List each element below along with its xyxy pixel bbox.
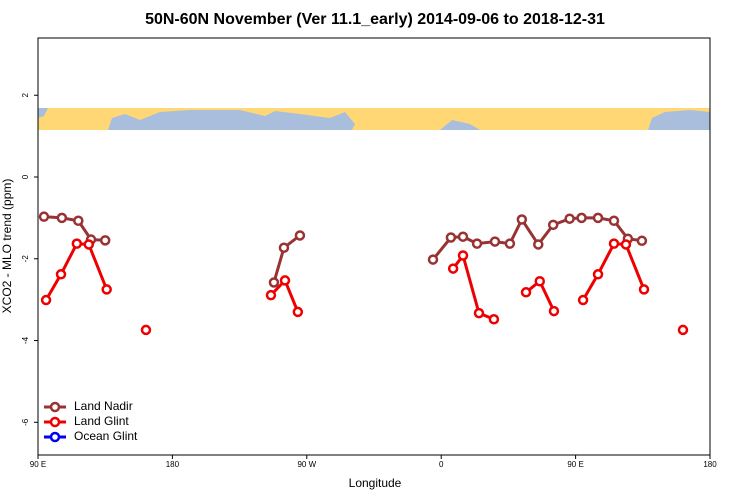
data-point <box>83 239 95 250</box>
x-tick-label: 180 <box>166 460 180 469</box>
series-line <box>44 242 109 301</box>
data-point <box>516 214 528 225</box>
data-point <box>457 231 469 242</box>
data-point <box>577 294 589 306</box>
data-point <box>473 307 485 319</box>
legend-label: Land Glint <box>74 414 129 428</box>
data-point <box>534 276 546 287</box>
y-tick-label: -4 <box>21 336 30 344</box>
data-point <box>592 212 604 224</box>
data-point <box>294 230 306 241</box>
data-point <box>636 235 648 247</box>
data-point <box>471 238 483 249</box>
legend-marker <box>49 401 61 413</box>
y-axis-label: XCO2 - MLO trend (ppm) <box>0 179 14 314</box>
data-point <box>520 287 532 298</box>
data-point <box>445 232 457 243</box>
data-point <box>620 239 632 250</box>
y-tick-label: 0 <box>21 174 30 179</box>
x-axis-label: Longitude <box>349 476 402 490</box>
data-point <box>101 284 112 295</box>
x-tick-label: 0 <box>439 460 444 469</box>
data-point <box>38 211 50 222</box>
data-point <box>278 242 290 253</box>
data-point <box>457 250 469 261</box>
data-point <box>608 215 620 226</box>
data-point <box>99 235 111 246</box>
data-point <box>292 306 304 318</box>
legend-label: Land Nadir <box>74 399 133 413</box>
legend-marker <box>49 431 61 443</box>
map-band <box>38 108 710 130</box>
y-tick-label: 2 <box>21 92 30 97</box>
x-tick-label: 90 E <box>567 460 583 469</box>
data-point <box>427 254 439 265</box>
data-point <box>564 213 575 224</box>
y-tick-label: -6 <box>21 418 30 426</box>
series-line <box>581 242 646 301</box>
series-line <box>272 234 301 283</box>
data-point <box>533 239 544 250</box>
series-line <box>451 252 495 321</box>
data-point <box>55 269 67 280</box>
legend-marker <box>49 416 61 428</box>
data-point <box>488 314 500 325</box>
data-point <box>677 324 689 336</box>
x-tick-label: 90 E <box>30 460 46 469</box>
chart-title: 50N-60N November (Ver 11.1_early) 2014-0… <box>145 11 605 28</box>
data-point <box>71 238 83 249</box>
x-tick-label: 90 W <box>297 460 316 469</box>
data-point <box>504 238 516 249</box>
data-point <box>548 305 560 317</box>
data-point <box>279 275 291 286</box>
y-tick-label: -2 <box>21 255 30 263</box>
data-point <box>592 269 604 280</box>
plot-frame <box>37 37 711 456</box>
data-point <box>140 324 152 336</box>
legend-label: Ocean Glint <box>74 429 138 443</box>
data-point <box>56 212 68 224</box>
data-point <box>608 238 620 249</box>
data-point <box>447 263 459 274</box>
data-point <box>489 236 501 247</box>
data-point <box>638 284 650 295</box>
x-tick-label: 180 <box>703 460 717 469</box>
data-point <box>547 219 559 231</box>
data-point <box>40 294 52 306</box>
data-point <box>576 212 587 224</box>
data-point <box>265 289 277 301</box>
data-point <box>268 277 280 288</box>
data-point <box>73 215 84 226</box>
